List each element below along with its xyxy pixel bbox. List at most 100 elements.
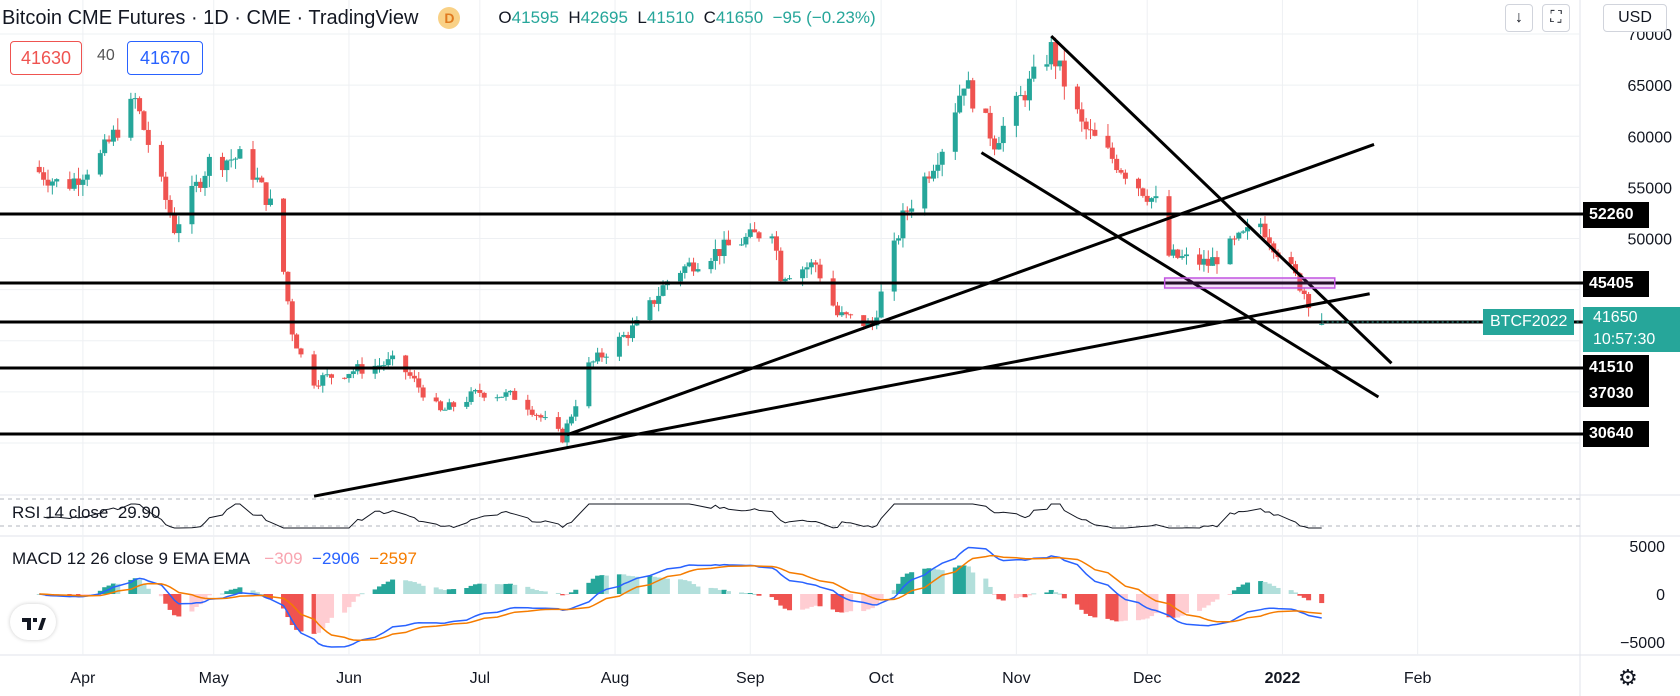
macd-histogram-bar — [1149, 594, 1155, 617]
macd-histogram-bar — [1122, 594, 1128, 621]
candle-body — [782, 278, 788, 282]
download-icon[interactable]: ↓ — [1505, 4, 1533, 32]
candle-body — [961, 88, 967, 96]
candle-body — [1201, 258, 1207, 265]
macd-histogram-bar — [237, 587, 243, 594]
macd-histogram-bar — [233, 588, 239, 594]
candle-body — [1262, 223, 1268, 238]
change-readout: −95 (−0.23%) — [772, 8, 876, 27]
candle-body — [529, 409, 535, 415]
x-tick-label: Jul — [470, 670, 490, 687]
macd-histogram-bar — [896, 583, 902, 594]
macd-histogram-bar — [900, 576, 906, 594]
macd-histogram-bar — [315, 594, 321, 633]
candle-body — [438, 401, 444, 411]
macd-histogram-bar — [1083, 594, 1089, 614]
candle-body — [965, 80, 971, 89]
candle-body — [298, 348, 304, 355]
candle-body — [468, 391, 474, 402]
macd-histogram-bar — [1057, 593, 1063, 595]
buy-price-box[interactable]: 41670 — [127, 41, 203, 75]
candle-body — [128, 98, 134, 138]
macd-histogram-bar — [250, 590, 256, 594]
candle-body — [1175, 249, 1181, 258]
macd-histogram-bar — [1114, 594, 1120, 622]
candle-body — [1288, 257, 1294, 265]
candle-body — [525, 399, 531, 410]
tradingview-logo[interactable] — [10, 604, 56, 640]
level-label-52260: 52260 — [1583, 202, 1649, 228]
candle-body — [651, 300, 657, 304]
macd-histogram-bar — [878, 594, 884, 601]
candle-body — [503, 392, 509, 397]
delayed-data-badge[interactable]: D — [438, 7, 461, 29]
macd-histogram-bar — [909, 572, 915, 594]
macd-y-tick: −5000 — [1620, 635, 1665, 652]
candle-body — [1053, 42, 1059, 67]
candle-body — [71, 178, 77, 189]
candle-body — [477, 390, 483, 393]
macd-histogram-bar — [1135, 594, 1141, 621]
macd-histogram-bar — [664, 578, 670, 594]
macd-histogram-bar — [1231, 590, 1237, 594]
candle-body — [677, 272, 683, 282]
macd-histogram-bar — [1074, 594, 1080, 605]
macd-histogram-bar — [1105, 594, 1111, 619]
macd-histogram-bar — [403, 580, 409, 594]
candle-body — [102, 139, 108, 154]
candle-body — [813, 262, 819, 265]
candle-body — [481, 392, 487, 398]
candle-body — [106, 139, 112, 142]
macd-histogram-bar — [137, 579, 143, 594]
macd-legend[interactable]: MACD 12 26 close 9 EMA EMA −309 −2906 −2… — [12, 549, 417, 568]
macd-histogram-bar — [1153, 594, 1159, 614]
candle-body — [250, 149, 256, 180]
candle-body — [721, 239, 727, 257]
candle-body — [708, 260, 714, 270]
macd-line — [39, 546, 1322, 648]
candle-body — [1245, 227, 1251, 232]
candle-body — [656, 295, 662, 304]
candle-body — [433, 397, 439, 402]
candle-body — [390, 355, 396, 360]
macd-histogram-bar — [158, 594, 164, 597]
macd-histogram-bar — [1022, 594, 1028, 598]
macd-histogram-bar — [952, 567, 958, 594]
candle-body — [49, 181, 55, 186]
macd-histogram-bar — [481, 583, 487, 594]
candle-body — [848, 314, 854, 316]
macd-histogram-bar — [1262, 582, 1268, 594]
macd-histogram-bar — [1301, 594, 1307, 598]
macd-histogram-bar — [294, 594, 300, 630]
rsi-legend[interactable]: RSI 14 close 29.90 — [12, 503, 161, 522]
macd-histogram-bar — [542, 591, 548, 594]
candle-body — [1149, 198, 1155, 202]
macd-histogram-bar — [743, 593, 749, 595]
fullscreen-icon[interactable]: ⛶ — [1542, 4, 1570, 32]
macd-histogram-bar — [163, 594, 169, 604]
macd-histogram-bar — [355, 594, 361, 597]
macd-histogram-bar — [128, 579, 134, 594]
currency-select[interactable]: USD — [1603, 4, 1667, 32]
macd-histogram-bar — [1306, 594, 1312, 601]
macd-histogram-bar — [564, 594, 570, 595]
macd-signal-line — [39, 554, 1322, 642]
macd-histogram-bar — [1088, 594, 1094, 616]
macd-histogram-bar — [651, 576, 657, 594]
candle-body — [930, 170, 936, 179]
candle-body — [281, 198, 287, 272]
macd-histogram-bar — [206, 594, 212, 596]
candle-body — [115, 129, 121, 138]
candle-body — [329, 374, 335, 378]
candle-body — [346, 374, 352, 379]
macd-histogram-bar — [891, 590, 897, 594]
candle-body — [922, 176, 928, 209]
settings-gear-icon[interactable]: ⚙ — [1618, 665, 1638, 690]
sell-price-box[interactable]: 41630 — [10, 41, 82, 75]
candle-body — [237, 149, 243, 159]
candle-body — [1293, 264, 1299, 274]
macd-histogram-bar — [372, 589, 378, 594]
macd-histogram-bar — [1258, 581, 1264, 594]
candle-body — [717, 249, 723, 257]
